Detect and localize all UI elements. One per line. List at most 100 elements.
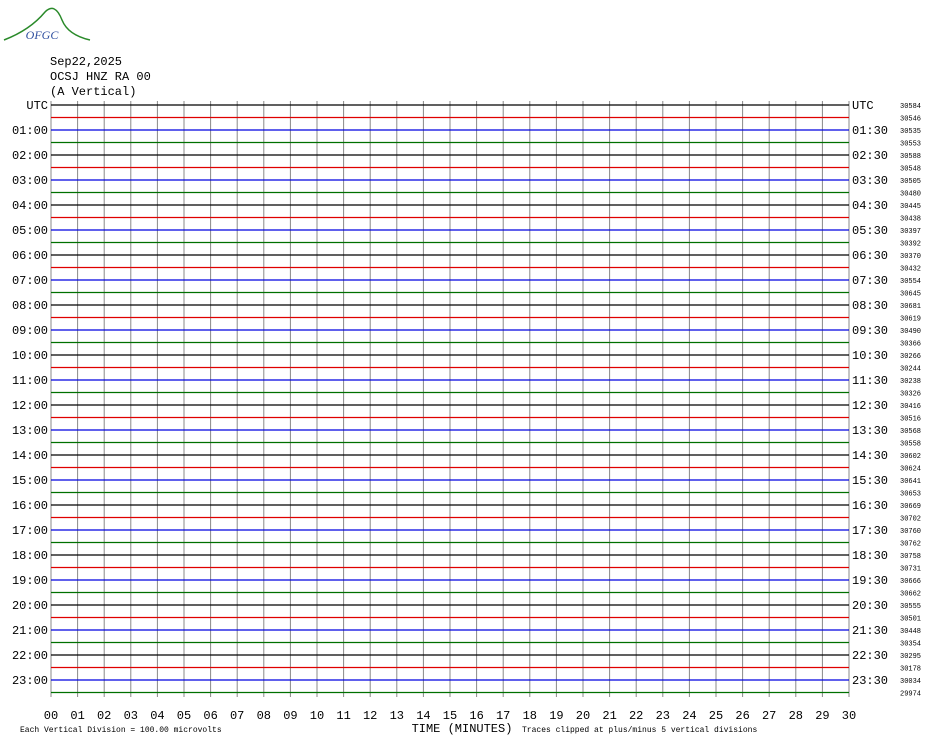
trace-count: 30432 (900, 265, 921, 273)
trace-count: 30448 (900, 628, 921, 636)
x-tick-label: 00 (44, 709, 58, 723)
trace-count: 30760 (900, 528, 921, 536)
trace-count: 30669 (900, 503, 921, 511)
trace-count: 30178 (900, 665, 921, 673)
x-tick-label: 30 (842, 709, 856, 723)
trace-count: 30244 (900, 365, 921, 373)
x-tick-label: 27 (762, 709, 776, 723)
trace-count: 30548 (900, 165, 921, 173)
left-label: 06:00 (12, 249, 48, 263)
left-label: 20:00 (12, 599, 48, 613)
x-tick-label: 15 (443, 709, 457, 723)
trace-count: 30034 (900, 678, 921, 686)
trace-count: 30445 (900, 203, 921, 211)
trace-count: 30490 (900, 328, 921, 336)
x-tick-label: 17 (496, 709, 510, 723)
trace-count: 30505 (900, 178, 921, 186)
x-tick-label: 13 (390, 709, 404, 723)
trace-count: 30762 (900, 540, 921, 548)
trace-count: 30295 (900, 653, 921, 661)
right-label: 10:30 (852, 349, 888, 363)
right-label: 15:30 (852, 474, 888, 488)
trace-count: 30588 (900, 153, 921, 161)
x-tick-label: 24 (682, 709, 696, 723)
right-label: 07:30 (852, 274, 888, 288)
left-label: 09:00 (12, 324, 48, 338)
station: OCSJ HNZ RA 00 (50, 70, 151, 84)
trace-count: 30619 (900, 315, 921, 323)
left-label: 15:00 (12, 474, 48, 488)
right-label: 06:30 (852, 249, 888, 263)
trace-count: 30758 (900, 553, 921, 561)
trace-count: 30624 (900, 465, 921, 473)
right-label: 05:30 (852, 224, 888, 238)
trace-count: 30266 (900, 353, 921, 361)
x-tick-label: 26 (735, 709, 749, 723)
logo: OFGC (26, 28, 60, 42)
left-label: 16:00 (12, 499, 48, 513)
trace-count: 30438 (900, 215, 921, 223)
x-tick-label: 03 (124, 709, 138, 723)
footer-left: Each Vertical Division = 100.00 microvol… (20, 726, 222, 735)
trace-count: 30501 (900, 615, 921, 623)
right-label: 03:30 (852, 174, 888, 188)
right-label: 21:30 (852, 624, 888, 638)
right-label: 09:30 (852, 324, 888, 338)
trace-count: 30568 (900, 428, 921, 436)
right-label: 19:30 (852, 574, 888, 588)
right-label: 14:30 (852, 449, 888, 463)
x-tick-label: 09 (283, 709, 297, 723)
right-label: UTC (852, 99, 874, 113)
x-title: TIME (MINUTES) (412, 722, 513, 736)
x-tick-label: 23 (656, 709, 670, 723)
x-tick-label: 14 (416, 709, 430, 723)
right-label: 13:30 (852, 424, 888, 438)
trace-count: 30416 (900, 403, 921, 411)
trace-count: 30238 (900, 378, 921, 386)
trace-count: 30480 (900, 190, 921, 198)
right-label: 12:30 (852, 399, 888, 413)
left-label: 23:00 (12, 674, 48, 688)
left-label: 04:00 (12, 199, 48, 213)
x-tick-label: 28 (789, 709, 803, 723)
left-label: 07:00 (12, 274, 48, 288)
trace-count: 30558 (900, 440, 921, 448)
right-label: 02:30 (852, 149, 888, 163)
right-label: 01:30 (852, 124, 888, 138)
x-tick-label: 05 (177, 709, 191, 723)
x-tick-label: 04 (150, 709, 164, 723)
x-tick-label: 21 (602, 709, 616, 723)
x-tick-label: 25 (709, 709, 723, 723)
right-label: 17:30 (852, 524, 888, 538)
trace-count: 30535 (900, 128, 921, 136)
trace-count: 30555 (900, 603, 921, 611)
trace-count: 30681 (900, 303, 921, 311)
component: (A Vertical) (50, 85, 136, 99)
trace-count: 30702 (900, 515, 921, 523)
trace-count: 30602 (900, 453, 921, 461)
right-label: 08:30 (852, 299, 888, 313)
left-label: 17:00 (12, 524, 48, 538)
trace-count: 30553 (900, 140, 921, 148)
trace-count: 30584 (900, 103, 921, 111)
trace-count: 30731 (900, 565, 921, 573)
x-tick-label: 12 (363, 709, 377, 723)
x-tick-label: 16 (469, 709, 483, 723)
x-tick-label: 20 (576, 709, 590, 723)
logo-curve (3, 7, 91, 41)
left-label: 14:00 (12, 449, 48, 463)
trace-count: 30370 (900, 253, 921, 261)
date: Sep22,2025 (50, 55, 122, 69)
left-label: 13:00 (12, 424, 48, 438)
trace-count: 30326 (900, 390, 921, 398)
x-tick-label: 06 (203, 709, 217, 723)
trace-count: 30666 (900, 578, 921, 586)
right-label: 23:30 (852, 674, 888, 688)
trace-count: 30392 (900, 240, 921, 248)
left-label: 12:00 (12, 399, 48, 413)
right-label: 16:30 (852, 499, 888, 513)
left-label: 19:00 (12, 574, 48, 588)
x-tick-label: 02 (97, 709, 111, 723)
right-label: 04:30 (852, 199, 888, 213)
